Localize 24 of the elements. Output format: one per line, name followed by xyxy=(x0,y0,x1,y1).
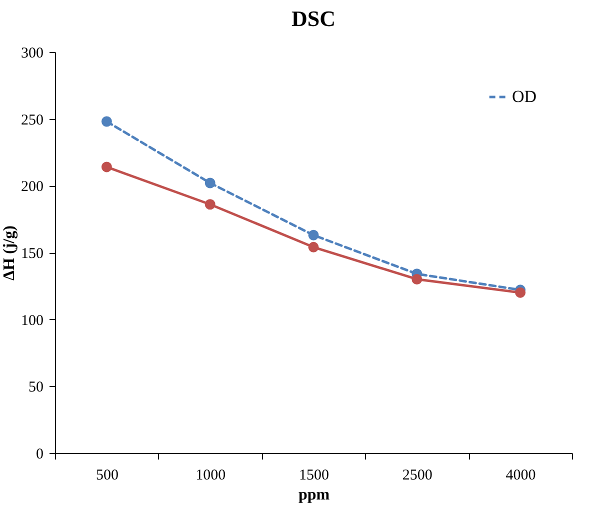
point xyxy=(101,116,112,127)
point xyxy=(515,287,526,298)
point xyxy=(308,230,319,240)
y-tick-label: 250 xyxy=(21,112,44,128)
x-tick-label: 2500 xyxy=(402,468,432,484)
y-tick-label: 100 xyxy=(21,312,44,329)
chart-title: DSC xyxy=(291,6,336,31)
legend-label: OD xyxy=(512,87,537,106)
x-axis-title: ppm xyxy=(298,486,330,504)
x-tick-label: 500 xyxy=(96,468,118,484)
y-tick-label: 150 xyxy=(21,246,44,262)
x-tick-label: 1000 xyxy=(196,468,226,484)
y-tick-label: 0 xyxy=(36,446,44,462)
point xyxy=(204,178,216,188)
y-tick-label: 50 xyxy=(28,380,44,396)
x-tick-label: 1500 xyxy=(299,468,329,484)
point xyxy=(204,199,216,210)
y-axis-title: ΔH (j/g) xyxy=(1,226,18,280)
point xyxy=(412,274,422,284)
y-tick-label: 300 xyxy=(21,46,44,62)
y-tick-label: 200 xyxy=(21,179,44,196)
x-tick-label: 4000 xyxy=(506,468,536,484)
point xyxy=(308,242,319,252)
point xyxy=(101,162,112,172)
